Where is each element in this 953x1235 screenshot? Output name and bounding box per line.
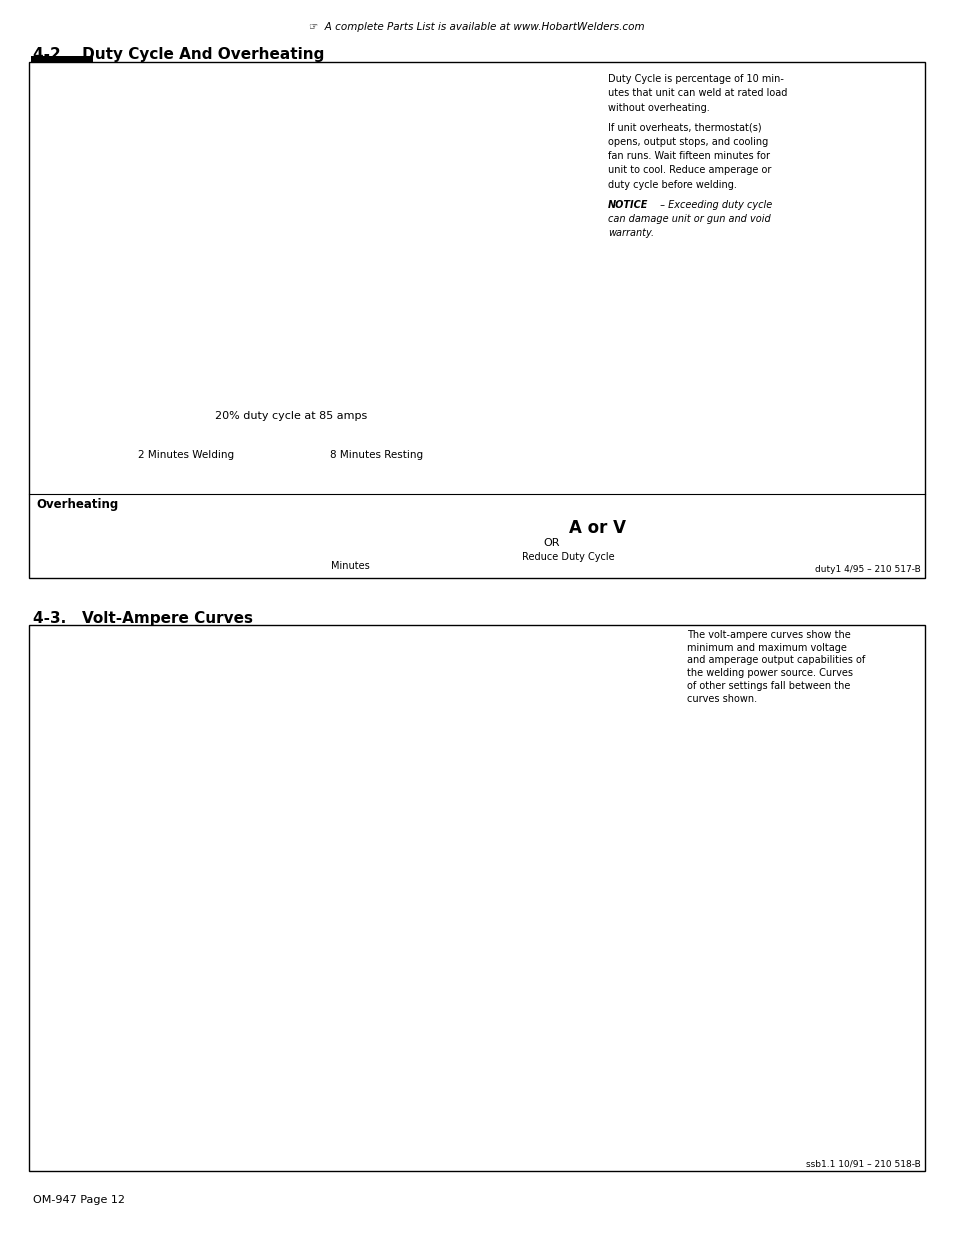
Text: If unit overheats, thermostat(s): If unit overheats, thermostat(s) bbox=[607, 124, 760, 133]
Text: NOTICE: NOTICE bbox=[607, 200, 647, 210]
Text: can damage unit or gun and void: can damage unit or gun and void bbox=[607, 214, 770, 225]
Range 2 bbox=[525, 1034, 537, 1049]
Text: unit to cool. Reduce amperage or: unit to cool. Reduce amperage or bbox=[607, 165, 770, 175]
Range 4 bbox=[305, 829, 316, 844]
Range 4 bbox=[525, 934, 537, 948]
Line: Range 4: Range 4 bbox=[87, 731, 666, 989]
Range 4 bbox=[613, 972, 624, 987]
Range 1 bbox=[657, 1112, 668, 1126]
Range 2 bbox=[657, 1084, 668, 1099]
Text: duty cycle before welding.: duty cycle before welding. bbox=[607, 179, 736, 190]
Text: 4-3.   Volt-Ampere Curves: 4-3. Volt-Ampere Curves bbox=[33, 611, 253, 626]
Range 2 bbox=[129, 872, 140, 887]
Y-axis label: Voltage: Voltage bbox=[51, 881, 64, 935]
Range 3 bbox=[216, 858, 228, 873]
Range 2 bbox=[216, 906, 228, 921]
Text: Minutes: Minutes bbox=[331, 561, 369, 571]
Text: The volt-ampere curves show the
minimum and maximum voltage
and amperage output : The volt-ampere curves show the minimum … bbox=[686, 630, 864, 704]
Range 2 bbox=[393, 978, 404, 993]
Range 3 bbox=[261, 878, 273, 893]
Text: 2 Minutes Welding: 2 Minutes Welding bbox=[138, 450, 233, 459]
Range 2 bbox=[436, 998, 448, 1013]
Range 3 bbox=[305, 895, 316, 910]
Text: fan runs. Wait fifteen minutes for: fan runs. Wait fifteen minutes for bbox=[607, 151, 769, 162]
Range 3 bbox=[436, 951, 448, 966]
Range 1 bbox=[525, 1061, 537, 1076]
Range 2 bbox=[261, 927, 273, 942]
Range 1 bbox=[216, 945, 228, 960]
Range 2 bbox=[613, 1067, 624, 1082]
Range 3 bbox=[525, 989, 537, 1004]
Range 1 bbox=[261, 961, 273, 976]
Range 1 bbox=[172, 927, 184, 942]
Range 1 bbox=[480, 1045, 492, 1060]
Text: Overheating: Overheating bbox=[36, 498, 118, 511]
Text: Duty Cycle is percentage of 10 min-: Duty Cycle is percentage of 10 min- bbox=[607, 74, 782, 84]
Range 3 bbox=[569, 994, 580, 1009]
Range 2 bbox=[569, 1051, 580, 1066]
Text: – Exceeding duty cycle: – Exceeding duty cycle bbox=[657, 200, 772, 210]
Range 3 bbox=[349, 916, 360, 931]
Text: duty1 4/95 – 210 517-B: duty1 4/95 – 210 517-B bbox=[814, 566, 920, 574]
Polygon shape bbox=[40, 64, 83, 124]
Range 4 bbox=[129, 745, 140, 760]
Range 4 bbox=[216, 789, 228, 804]
Range 4 bbox=[261, 806, 273, 821]
Text: utes that unit can weld at rated load: utes that unit can weld at rated load bbox=[607, 89, 786, 99]
Bar bbox=[30, 56, 92, 130]
Range 1 bbox=[613, 1094, 624, 1109]
Text: 4-2.   Duty Cycle And Overheating: 4-2. Duty Cycle And Overheating bbox=[33, 47, 324, 62]
Range 4 bbox=[85, 727, 96, 742]
Line: Range 1: Range 1 bbox=[88, 898, 665, 1121]
Range 3 bbox=[129, 818, 140, 832]
Bar bbox=[29, 625, 924, 1171]
Range 4 bbox=[172, 767, 184, 782]
Range 2 bbox=[172, 889, 184, 904]
Range 1 bbox=[349, 994, 360, 1009]
Range 2 bbox=[480, 1016, 492, 1031]
Range 1 bbox=[393, 1011, 404, 1026]
Line: Range 2: Range 2 bbox=[88, 861, 665, 1095]
Range 1 bbox=[129, 911, 140, 926]
Range 1 bbox=[85, 894, 96, 909]
Text: OM-947 Page 12: OM-947 Page 12 bbox=[33, 1195, 125, 1205]
Range 4 bbox=[657, 978, 668, 993]
Text: 8 Minutes Resting: 8 Minutes Resting bbox=[330, 450, 423, 459]
Legend: Range 1, Range 2, Range 3, Range 4: Range 1, Range 2, Range 3, Range 4 bbox=[572, 1057, 658, 1125]
Text: opens, output stops, and cooling: opens, output stops, and cooling bbox=[607, 137, 767, 147]
Text: A or V: A or V bbox=[568, 519, 625, 537]
X-axis label: Duty Cycle %: Duty Cycle % bbox=[299, 429, 392, 441]
Range 3 bbox=[657, 978, 668, 993]
Bar bbox=[29, 62, 924, 578]
Text: !: ! bbox=[57, 99, 66, 116]
Range 4 bbox=[480, 911, 492, 926]
Text: OR: OR bbox=[543, 538, 559, 548]
Text: ☞  A complete Parts List is available at www.HobartWelders.com: ☞ A complete Parts List is available at … bbox=[309, 22, 644, 32]
X-axis label: Amperage: Amperage bbox=[340, 1153, 413, 1167]
Range 4 bbox=[569, 956, 580, 971]
Text: warranty.: warranty. bbox=[607, 228, 653, 238]
Range 3 bbox=[85, 800, 96, 815]
Text: 20% duty cycle at 85 amps: 20% duty cycle at 85 amps bbox=[214, 411, 367, 421]
Range 2 bbox=[305, 945, 316, 960]
Range 2 bbox=[349, 962, 360, 977]
Range 1 bbox=[436, 1028, 448, 1042]
Text: without overheating.: without overheating. bbox=[607, 103, 709, 112]
Range 4 bbox=[436, 889, 448, 904]
Text: ssb1.1 10/91 – 210 518-B: ssb1.1 10/91 – 210 518-B bbox=[805, 1160, 920, 1168]
Text: Reduce Duty Cycle: Reduce Duty Cycle bbox=[521, 552, 614, 562]
Range 3 bbox=[480, 972, 492, 987]
Range 3 bbox=[393, 934, 404, 948]
Range 3 bbox=[172, 839, 184, 853]
Range 3 bbox=[613, 1000, 624, 1015]
Range 4 bbox=[393, 867, 404, 882]
Line: Range 3: Range 3 bbox=[88, 805, 665, 1010]
Range 1 bbox=[569, 1078, 580, 1093]
Range 1 bbox=[305, 978, 316, 993]
Range 4 bbox=[349, 845, 360, 860]
Y-axis label: Output Amperes: Output Amperes bbox=[83, 194, 95, 310]
Range 2 bbox=[85, 856, 96, 871]
